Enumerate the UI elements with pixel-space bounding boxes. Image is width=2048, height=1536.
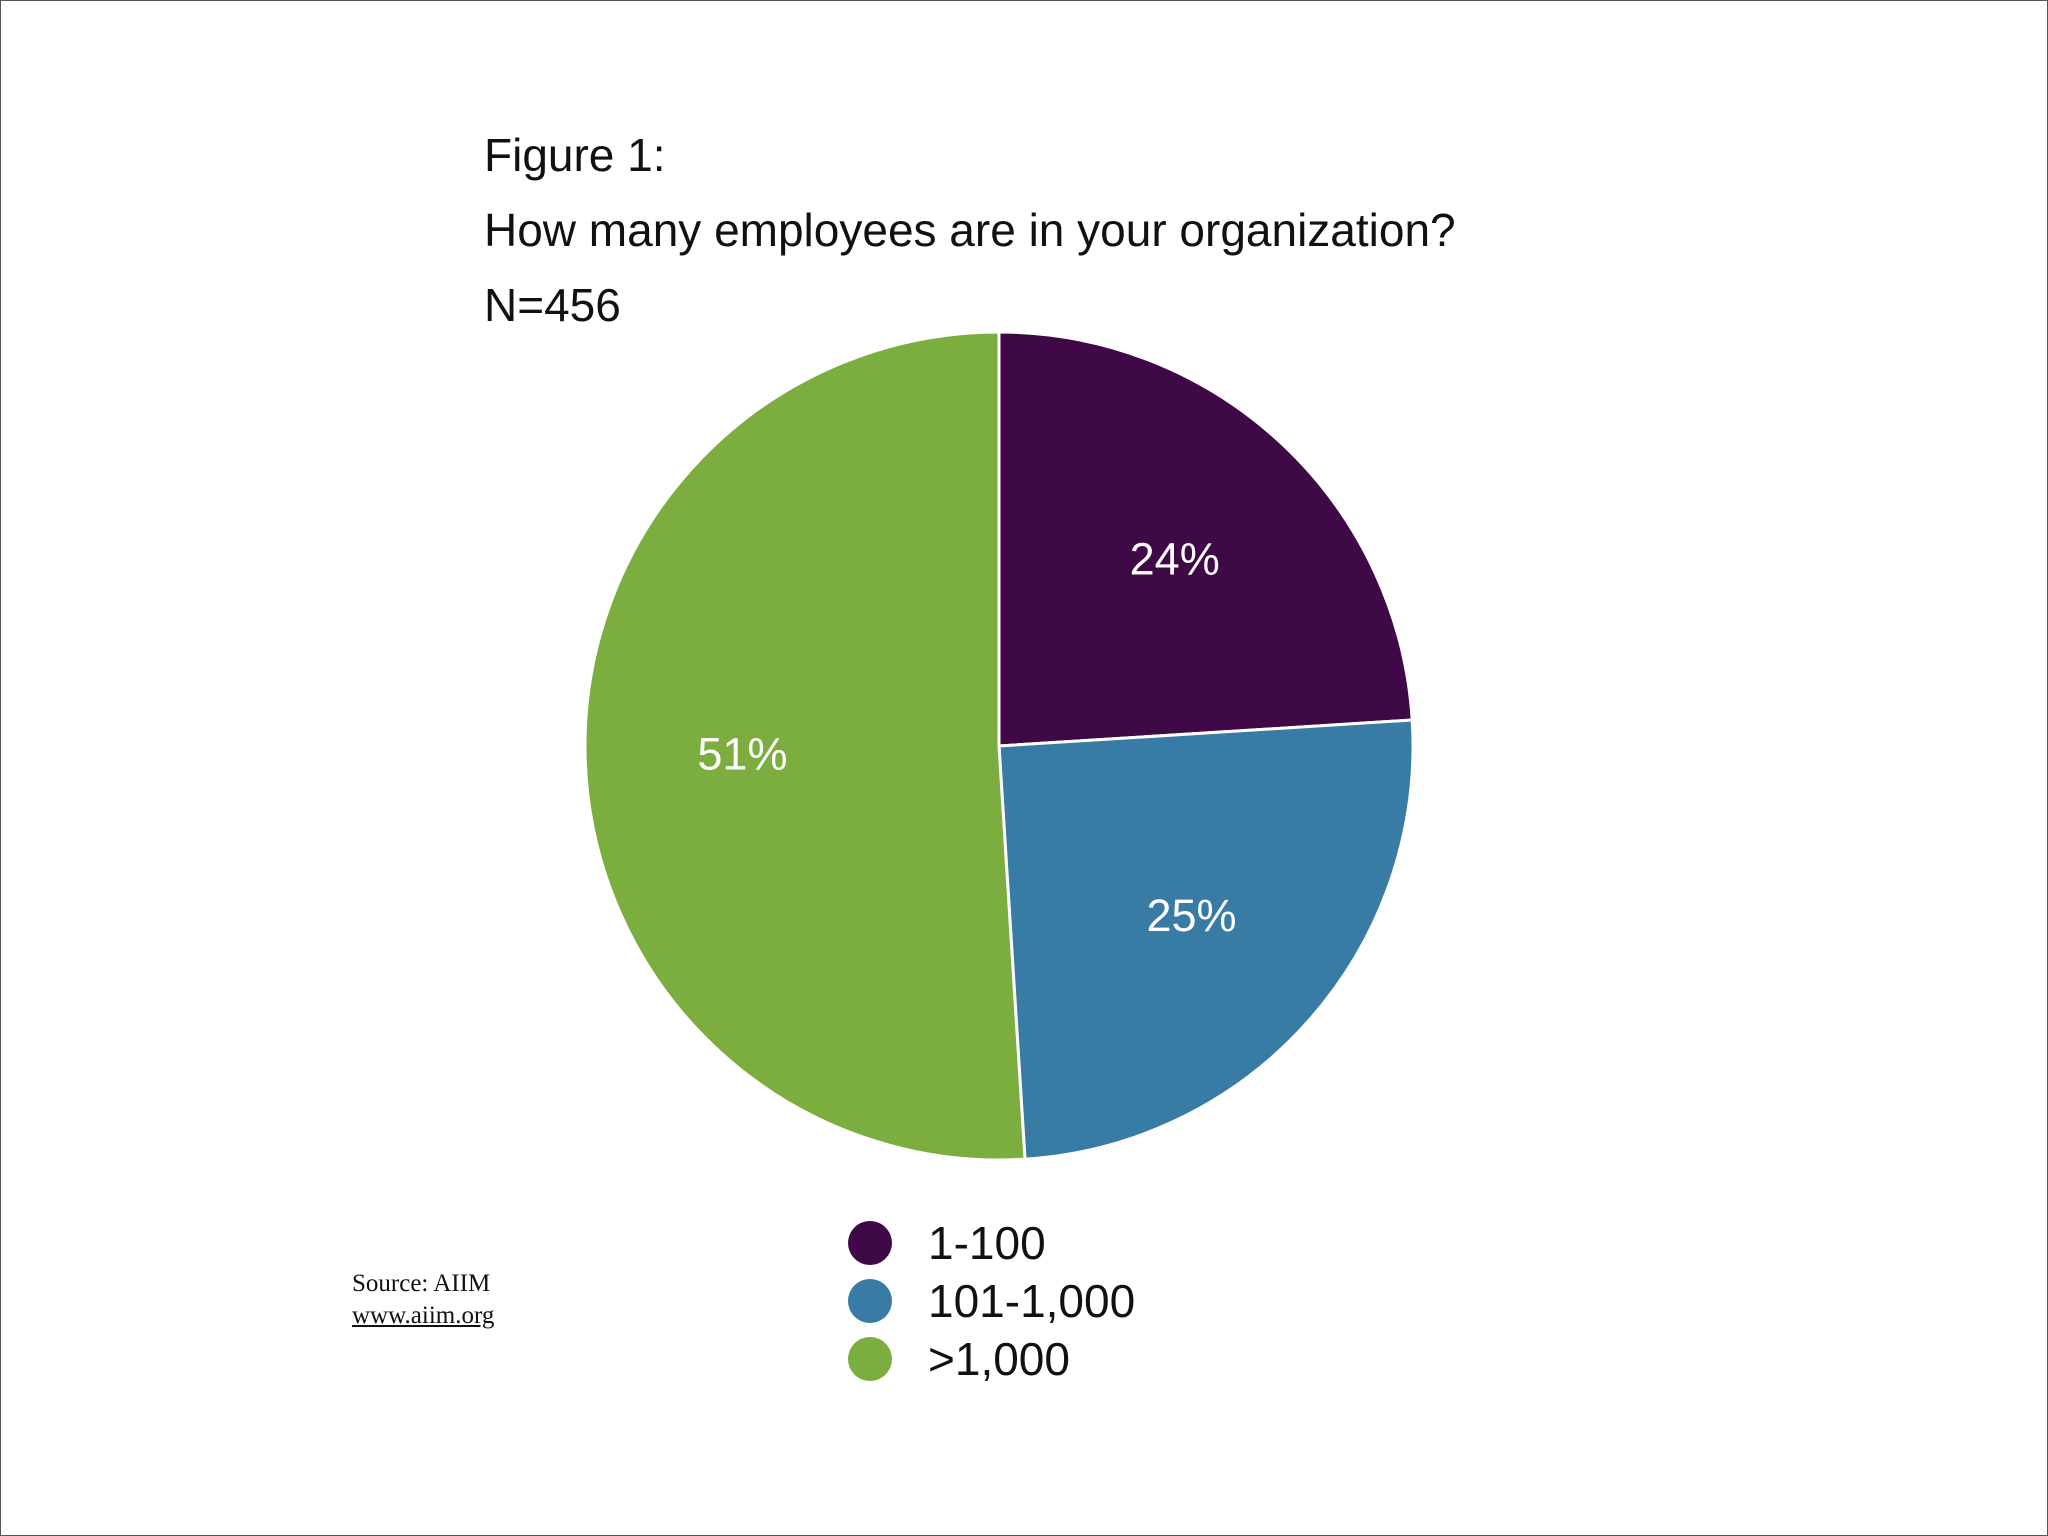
- title-sample-size: N=456: [484, 279, 621, 331]
- legend-item-over-1000: >1,000: [848, 1330, 1135, 1388]
- chart-title: Figure 1: How many employees are in your…: [484, 118, 1456, 343]
- legend-item-1-100: 1-100: [848, 1214, 1135, 1272]
- chart-legend: 1-100 101-1,000 >1,000: [848, 1214, 1135, 1388]
- legend-swatch-1-100: [848, 1221, 892, 1265]
- legend-label-1-100: 1-100: [928, 1217, 1046, 1269]
- pie-slice-over-1000: [583, 330, 1027, 1162]
- source-text: Source: AIIM: [352, 1270, 491, 1297]
- pie-label-1-100: 24%: [1130, 533, 1220, 584]
- legend-swatch-over-1000: [848, 1337, 892, 1381]
- legend-label-over-1000: >1,000: [928, 1333, 1070, 1385]
- pie-slice-1-100: [997, 330, 1414, 748]
- pie-label-over-1000: 51%: [697, 729, 787, 780]
- source-url-link[interactable]: www.aiim.org: [352, 1302, 495, 1329]
- pie-slice-101-1000: [997, 718, 1415, 1161]
- title-question: How many employees are in your organizat…: [484, 204, 1456, 256]
- source-note: Source: AIIM www.aiim.org: [352, 1268, 494, 1332]
- legend-label-101-1000: 101-1,000: [928, 1275, 1136, 1327]
- title-figure-number: Figure 1:: [484, 129, 666, 181]
- legend-item-101-1000: 101-1,000: [848, 1272, 1135, 1330]
- pie-label-101-1000: 25%: [1146, 890, 1236, 941]
- legend-swatch-101-1000: [848, 1279, 892, 1323]
